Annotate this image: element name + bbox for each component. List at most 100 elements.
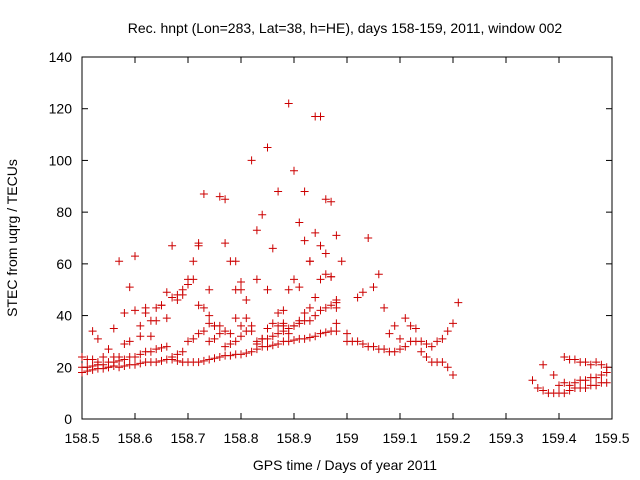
- data-point: [162, 314, 171, 323]
- data-point: [385, 329, 394, 338]
- data-point: [157, 356, 166, 365]
- data-point: [449, 371, 457, 380]
- data-point: [131, 352, 139, 361]
- data-point: [390, 321, 399, 330]
- data-point: [231, 257, 240, 266]
- data-point: [157, 343, 166, 352]
- data-point: [136, 321, 145, 330]
- data-point: [311, 293, 320, 302]
- x-tick-label: 159.4: [541, 430, 576, 446]
- data-point: [539, 386, 548, 395]
- data-point: [205, 319, 214, 328]
- data-point: [369, 283, 378, 292]
- data-point: [417, 337, 426, 346]
- data-point: [173, 296, 182, 305]
- data-point: [199, 356, 208, 365]
- data-point: [115, 257, 124, 266]
- data-point: [300, 334, 309, 343]
- data-point: [184, 275, 192, 284]
- data-point: [226, 329, 235, 338]
- data-point: [263, 342, 272, 351]
- data-point: [83, 363, 92, 372]
- data-point: [263, 143, 272, 152]
- x-tick-label: 159.3: [488, 430, 523, 446]
- data-point: [215, 352, 224, 361]
- data-point: [242, 349, 251, 358]
- data-point: [353, 293, 362, 302]
- data-point: [104, 363, 113, 372]
- data-point: [194, 241, 203, 250]
- y-tick-label: 60: [56, 256, 72, 272]
- data-point: [438, 358, 447, 367]
- data-point: [247, 347, 256, 356]
- data-point: [290, 321, 298, 330]
- data-point: [205, 337, 214, 346]
- data-point: [284, 285, 293, 294]
- data-point: [237, 277, 245, 286]
- x-tick-label: 158.7: [170, 430, 205, 446]
- data-point: [311, 311, 320, 320]
- data-point: [109, 324, 118, 333]
- data-points: [78, 99, 611, 398]
- data-point: [131, 252, 139, 261]
- data-point: [284, 337, 293, 346]
- data-point: [337, 257, 346, 266]
- data-point: [555, 381, 563, 390]
- y-tick-label: 120: [49, 101, 73, 117]
- data-point: [327, 301, 336, 310]
- data-point: [268, 341, 277, 350]
- data-point: [252, 340, 261, 349]
- data-point: [427, 342, 436, 351]
- data-point: [321, 328, 330, 337]
- data-point: [332, 303, 341, 312]
- y-tick-label: 40: [56, 308, 72, 324]
- data-point: [321, 195, 330, 204]
- data-point: [199, 303, 208, 312]
- data-point: [268, 319, 277, 328]
- data-point: [231, 337, 240, 346]
- data-point: [305, 257, 314, 266]
- data-point: [268, 244, 277, 253]
- data-point: [136, 332, 145, 341]
- data-point: [263, 324, 272, 333]
- data-point: [268, 332, 277, 341]
- data-point: [205, 285, 214, 294]
- data-point: [152, 345, 161, 354]
- data-point: [284, 99, 293, 108]
- data-point: [184, 337, 192, 346]
- data-point: [592, 358, 601, 367]
- data-point: [120, 355, 129, 364]
- data-point: [592, 373, 601, 382]
- data-point: [258, 334, 267, 343]
- data-point: [316, 306, 325, 315]
- data-point: [178, 347, 187, 356]
- data-point: [221, 327, 230, 336]
- data-point: [369, 342, 378, 351]
- data-point: [93, 334, 102, 343]
- data-point: [221, 195, 230, 204]
- y-axis-title: STEC from uqrg / TECUs: [4, 159, 20, 317]
- data-point: [120, 340, 129, 349]
- axis-ticks: [81, 56, 613, 420]
- data-point: [327, 197, 336, 206]
- data-point: [131, 306, 139, 315]
- data-point: [295, 218, 304, 227]
- data-point: [528, 376, 537, 385]
- data-point: [305, 303, 314, 312]
- data-point: [570, 378, 579, 387]
- data-point: [321, 249, 330, 258]
- data-point: [602, 363, 611, 372]
- data-point: [533, 383, 542, 392]
- data-point: [321, 270, 330, 279]
- data-point: [274, 329, 283, 338]
- data-point: [602, 378, 611, 387]
- data-point: [316, 241, 325, 250]
- data-point: [258, 210, 267, 219]
- data-point: [560, 378, 569, 387]
- x-tick-label: 159.2: [435, 430, 470, 446]
- x-tick-label: 158.9: [276, 430, 311, 446]
- data-point: [581, 376, 590, 385]
- data-point: [396, 334, 404, 343]
- data-point: [221, 342, 230, 351]
- data-point: [210, 334, 219, 343]
